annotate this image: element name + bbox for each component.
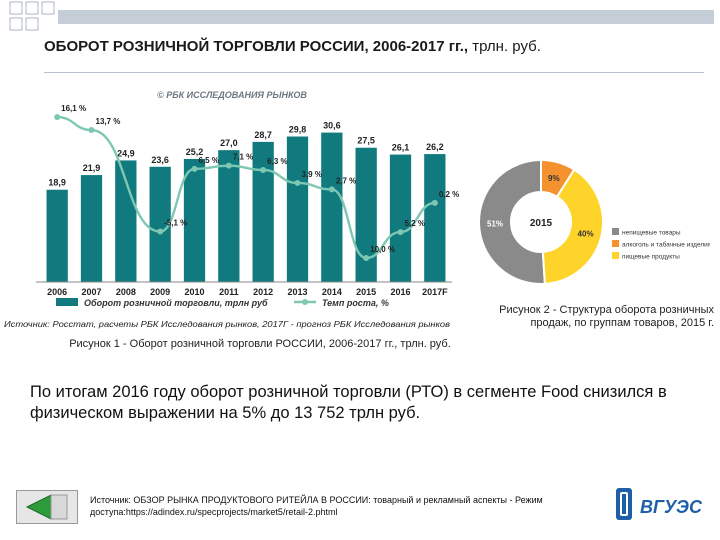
donut-legend-swatch-3 (612, 252, 619, 259)
bar-label-2011: 27,0 (220, 138, 238, 148)
retail-structure-donut: 2015 51% 9% 40% непищевые товары алкоголь и… (478, 158, 710, 285)
bar-2008 (115, 160, 137, 282)
x-tick-2009: 2009 (150, 287, 170, 297)
retail-turnover-chart: 18,9 21,9 24,9 23,6 25,2 27,0 28,7 29,8 30,6 27,5… (4, 90, 459, 329)
bar-2009 (149, 166, 171, 282)
growth-point-2014 (328, 186, 335, 193)
donut-legend-label-3: пищевые продукты (622, 254, 680, 261)
donut-label-1: 51% (487, 219, 503, 228)
growth-label-2010: 6,5 % (199, 156, 219, 165)
growth-label-2009: -5,1 % (164, 219, 187, 228)
growth-label-2011: 7,1 % (233, 153, 253, 162)
bar-2011 (218, 150, 240, 282)
x-tick-2015: 2015 (356, 287, 376, 297)
bar-2016 (389, 154, 412, 282)
title-unit: трлн. руб. (472, 38, 541, 55)
summary-paragraph: По итогам 2016 году оборот розничной тор… (30, 383, 667, 422)
legend-bar-swatch (56, 298, 78, 306)
bar-2006 (46, 189, 68, 282)
decorative-squares (9, 1, 714, 31)
bar-label-2012: 28,7 (254, 130, 272, 140)
title-main: ОБОРОТ РОЗНИЧНОЙ ТОРГОВЛИ РОССИИ, 2006-2… (44, 38, 469, 55)
donut-slice-1 (478, 158, 546, 285)
donut-legend-swatch-1 (612, 228, 619, 235)
bar-label-2016: 26,1 (392, 143, 410, 153)
x-tick-2014: 2014 (322, 287, 342, 297)
growth-point-2016 (397, 229, 404, 236)
growth-point-2006 (54, 114, 61, 121)
x-tick-2012: 2012 (253, 287, 273, 297)
donut-legend-swatch-2 (612, 240, 619, 247)
donut-label-2: 9% (548, 174, 560, 183)
donut-center-label: 2015 (530, 218, 553, 229)
bar-2010 (183, 158, 206, 282)
growth-label-2015: 10,0 % (370, 245, 395, 254)
bar-label-2010: 25,2 (186, 147, 204, 157)
x-tick-2013: 2013 (287, 287, 307, 297)
bar-label-2013: 29,8 (289, 125, 307, 135)
growth-label-2012: 6,3 % (267, 157, 287, 166)
bar-label-2007: 21,9 (83, 163, 101, 173)
chart-source-note: Источник: Росстат, расчеты РБК Исследова… (4, 319, 451, 329)
donut-legend-label-2: алкоголь и табачные изделия (622, 241, 710, 249)
x-tick-2007: 2007 (81, 287, 101, 297)
bar-label-2015: 27,5 (357, 136, 375, 146)
growth-rate-line (57, 115, 436, 260)
bar-2013 (286, 136, 309, 282)
growth-point-2007 (88, 127, 95, 134)
growth-label-2016: 5,2 % (405, 219, 425, 228)
figure1-caption: Рисунок 1 - Оборот розничной торговли РО… (69, 338, 451, 350)
growth-label-2007: 13,7 % (96, 117, 121, 126)
x-tick-2011: 2011 (219, 287, 239, 297)
growth-point-2013 (294, 179, 301, 186)
figure2-caption: Рисунок 2 - Структура оборота розничных … (499, 304, 714, 329)
bar-2015 (355, 147, 377, 282)
legend-bar-label: Оборот розничной торговли, трлн руб (84, 298, 268, 308)
bar-label-2017F: 26,2 (426, 142, 444, 152)
logo-text: ВГУЭС (640, 497, 703, 517)
growth-label-2014: 2,7 % (336, 176, 356, 185)
bar-2007 (80, 175, 103, 282)
growth-label-2013: 3,9 % (302, 170, 322, 179)
bar-label-2014: 30,6 (323, 121, 341, 131)
donut-label-3: 40% (578, 229, 594, 238)
growth-point-2010 (191, 165, 198, 172)
bar-label-2006: 18,9 (48, 178, 66, 188)
growth-point-2015 (363, 255, 370, 261)
chart-watermark: © РБК ИССЛЕДОВАНИЯ РЫНКОВ (157, 90, 307, 100)
growth-point-2009 (157, 228, 164, 235)
x-tick-2017F: 2017F (422, 287, 448, 297)
bar-2017F (424, 154, 446, 282)
bar-label-2008: 24,9 (117, 148, 135, 158)
x-tick-2006: 2006 (47, 287, 67, 297)
bar-2014 (321, 132, 343, 282)
growth-point-2012 (260, 166, 267, 173)
x-tick-2016: 2016 (390, 287, 410, 297)
university-logo: ВГУЭС (616, 488, 703, 520)
back-button[interactable] (16, 490, 78, 524)
growth-label-2006: 16,1 % (61, 104, 86, 113)
arrow-left-icon (25, 494, 68, 520)
donut-slice-3 (541, 168, 604, 285)
x-tick-2010: 2010 (184, 287, 204, 297)
title-divider (44, 72, 704, 73)
bar-2012 (252, 141, 274, 282)
source-note: Источник: ОБЗОР РЫНКА ПРОДУКТОВОГО РИТЕЙ… (90, 495, 543, 517)
x-tick-2008: 2008 (116, 287, 136, 297)
growth-point-2017F (431, 199, 438, 206)
growth-label-2017F: 0,2 % (439, 190, 459, 199)
slide-title: ОБОРОТ РОЗНИЧНОЙ ТОРГОВЛИ РОССИИ, 2006-2… (44, 38, 541, 55)
growth-point-2011 (225, 162, 232, 169)
legend-line-label: Темп роста, % (322, 298, 389, 308)
legend-line-marker (302, 299, 308, 305)
bar-label-2009: 23,6 (151, 155, 169, 165)
donut-legend-label-1: непищевые товары (622, 230, 681, 237)
